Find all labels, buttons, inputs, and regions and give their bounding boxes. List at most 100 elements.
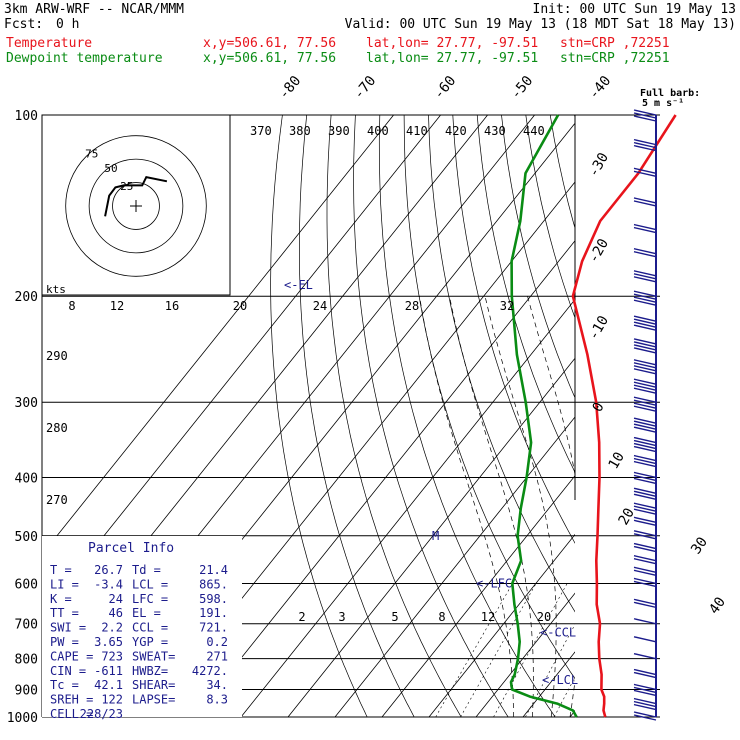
barb-flag <box>633 293 657 300</box>
background-lines <box>42 115 740 730</box>
hodograph-clip <box>65 135 207 277</box>
moist-adiabat-label: 32 <box>500 299 514 313</box>
moist-adiabat-line <box>484 296 557 717</box>
theta-label: 370 <box>250 124 272 138</box>
parcel-label: SHEAR= <box>132 678 175 692</box>
moist-adiabat-label: 12 <box>110 299 124 313</box>
parcel-box-background <box>42 536 242 717</box>
barb-flag <box>633 530 657 537</box>
barb-flag <box>633 577 657 585</box>
isotherm-line <box>42 115 395 556</box>
barb-flag <box>633 112 657 119</box>
parcel-value: 42.1 <box>94 678 123 692</box>
barb-flag <box>633 493 657 500</box>
dry-adiabat-line <box>270 115 368 717</box>
barb-flag <box>633 115 657 122</box>
temperature-profile <box>571 114 677 718</box>
barb-flag <box>633 381 657 388</box>
barb-flag <box>633 362 657 369</box>
parcel-label: LAPSE= <box>132 693 175 707</box>
isotherm-line <box>475 592 575 717</box>
theta-label: 420 <box>445 124 467 138</box>
init-time: Init: 00 UTC Sun 19 May 13 <box>532 2 737 17</box>
mixing-ratio-label: 2 <box>298 610 305 624</box>
mixing-ratio-label: 20 <box>537 610 551 624</box>
theta-label: 400 <box>367 124 389 138</box>
parcel-label: HWBZ= <box>132 664 168 678</box>
isotherm-label: -40 <box>586 73 615 103</box>
mixing-ratio-line <box>460 583 537 717</box>
wind-barb <box>633 542 657 553</box>
barb-flag <box>633 686 657 694</box>
barb-flag <box>633 439 657 447</box>
mixing-ratio-label: 5 <box>391 610 398 624</box>
barb-flag <box>633 405 657 412</box>
isotherm-line <box>569 710 575 717</box>
isotherm-label: -30 <box>586 150 613 180</box>
parcel-value: 4272. <box>192 664 228 678</box>
pressure-tick-label: 100 <box>15 109 38 124</box>
isotherm-line <box>240 298 575 717</box>
wind-barb <box>633 436 657 453</box>
barb-flag <box>633 318 657 325</box>
valid-time: Valid: 00 UTC Sun 19 May 13 (18 MDT Sat … <box>344 17 736 32</box>
barb-flag <box>633 668 657 676</box>
parcel-info-box: Parcel Info T = 26.7 Td = 21.4 LI = -3.4 LCL = 8… <box>42 536 242 721</box>
wind-barb <box>633 338 657 354</box>
dry-adiabat-line <box>648 115 740 730</box>
barb-flag <box>633 516 657 524</box>
hodograph-ring-label: 25 <box>120 180 133 193</box>
isotherm-label: -20 <box>586 236 613 266</box>
parcel-label: CIN = <box>50 664 86 678</box>
barb-flag <box>633 505 657 512</box>
barb-flag <box>633 689 657 697</box>
isotherm-label: 40 <box>706 594 729 617</box>
barb-flag <box>633 368 657 375</box>
barb-flag <box>633 703 657 711</box>
barb-flag <box>633 652 657 660</box>
barb-flag <box>633 566 657 574</box>
el-marker: <-EL <box>284 278 313 292</box>
barb-flag <box>633 426 657 433</box>
dry-adiabat-line <box>353 115 509 717</box>
barb-flag <box>633 436 657 444</box>
barb-flag <box>633 601 657 609</box>
wind-barb <box>633 417 657 433</box>
hodograph-ring <box>88 158 184 254</box>
wind-barb <box>633 315 657 331</box>
theta-label: 430 <box>484 124 506 138</box>
parcel-label: EL = <box>132 606 161 620</box>
theta-low-label: 280 <box>46 421 68 435</box>
barb-flag <box>633 321 657 328</box>
barb-flag <box>633 396 657 403</box>
wind-barb <box>633 502 657 515</box>
dry-adiabat-line <box>476 115 575 473</box>
dry-adiabat-line <box>378 115 556 717</box>
fcst-label: Fcst: <box>4 17 44 32</box>
parcel-label: Td = <box>132 563 161 577</box>
barb-flag <box>633 170 657 178</box>
hodograph-ring <box>112 182 160 230</box>
barb-flag <box>633 251 657 258</box>
parcel-value: 46 <box>109 606 123 620</box>
theta-low-label: 290 <box>46 349 68 363</box>
parcel-value: 191. <box>199 606 228 620</box>
mixing-ratio-label: 3 <box>338 610 345 624</box>
barb-flag <box>633 519 657 527</box>
barb-flag <box>633 423 657 430</box>
wind-barb <box>633 577 657 588</box>
barb-flag <box>633 276 657 283</box>
barb-flag <box>633 141 657 149</box>
parcel-label: SWEAT= <box>132 649 175 663</box>
barb-flag <box>633 384 657 391</box>
hodograph-ring <box>65 135 207 277</box>
moist-adiabat-label: 16 <box>165 299 179 313</box>
barb-flag <box>633 324 657 331</box>
hodograph-trace <box>104 175 168 217</box>
barb-flag <box>633 555 657 562</box>
mixing-ratio-label: 12 <box>481 610 495 624</box>
isotherm-label: 30 <box>688 534 711 557</box>
barb-flag <box>633 365 657 372</box>
wind-barb <box>633 109 657 122</box>
isotherm-line <box>428 533 575 717</box>
